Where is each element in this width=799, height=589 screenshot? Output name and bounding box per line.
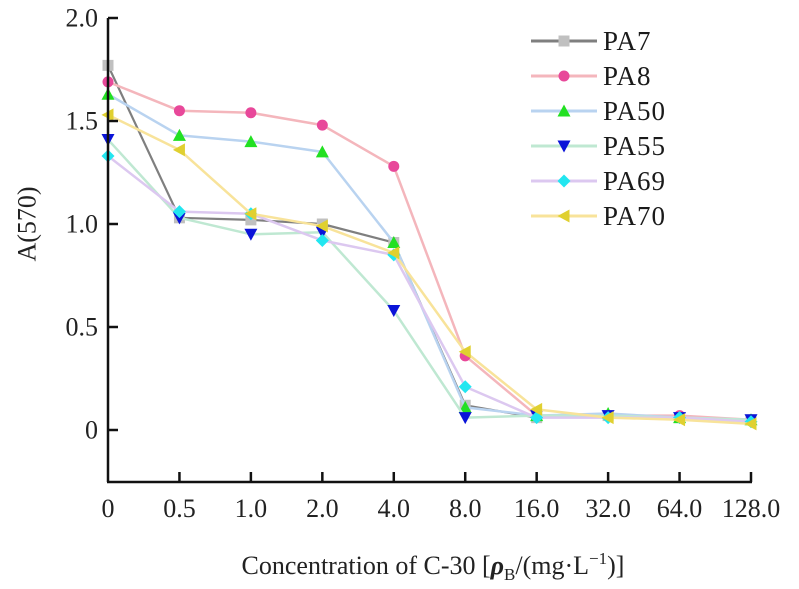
legend-marker	[557, 209, 570, 223]
x-tick-label: 4.0	[378, 494, 411, 523]
series-pa8	[102, 76, 757, 426]
series-pa70	[101, 108, 757, 431]
legend-label: PA55	[603, 131, 666, 161]
legend-marker	[557, 140, 571, 153]
x-tick-label: 2.0	[306, 494, 339, 523]
legend-item-pa7: PA7	[531, 26, 652, 56]
legend-item-pa50: PA50	[531, 96, 666, 126]
x-tick-label: 64.0	[657, 494, 703, 523]
data-point	[458, 380, 472, 394]
data-point	[387, 246, 400, 260]
y-tick-label: 0	[85, 416, 98, 445]
x-tick-label: 128.0	[722, 494, 781, 523]
data-point	[245, 107, 257, 119]
y-tick-label: 1.0	[66, 210, 99, 239]
x-axis-ticks: 0 0.5 1.0 2.0 4.0 8.0 16.0 32.0 64.0 128.0	[102, 472, 781, 523]
series-layer	[101, 59, 758, 431]
x-tick-label: 0	[102, 494, 115, 523]
legend-marker	[557, 174, 571, 188]
data-point	[315, 219, 328, 233]
y-axis-ticks: 2.0 1.5 1.0 0.5 0	[66, 4, 118, 445]
x-axis-title: Concentration of C-30 [ρB/(mg·L−1)]	[242, 549, 625, 584]
axes	[106, 18, 752, 484]
data-point	[315, 233, 329, 247]
data-point	[673, 413, 686, 427]
x-tick-label: 0.5	[163, 494, 196, 523]
data-point	[458, 345, 471, 359]
y-axis-title: A(570)	[13, 186, 42, 261]
legend-label: PA50	[603, 96, 666, 126]
data-point	[388, 160, 400, 172]
x-axis-title-rho: ρ	[490, 551, 504, 580]
data-point	[244, 207, 257, 221]
data-point	[458, 412, 472, 425]
data-point	[173, 105, 185, 117]
data-point	[172, 205, 186, 219]
y-tick-label: 0.5	[66, 313, 99, 342]
legend-item-pa69: PA69	[531, 166, 666, 196]
data-point	[172, 212, 186, 225]
legend-label: PA7	[603, 26, 652, 56]
legend-item-pa8: PA8	[531, 61, 652, 91]
x-tick-label: 1.0	[235, 494, 268, 523]
legend-item-pa55: PA55	[531, 131, 666, 161]
data-point	[387, 305, 401, 318]
legend-marker	[558, 35, 570, 47]
legend-label: PA69	[603, 166, 666, 196]
data-point	[744, 417, 757, 431]
x-axis-title-superscript: −1	[589, 549, 607, 568]
y-tick-label: 1.5	[66, 107, 99, 136]
x-tick-label: 16.0	[514, 494, 560, 523]
data-point	[172, 128, 186, 141]
legend-label: PA8	[603, 61, 652, 91]
legend-label: PA70	[603, 201, 666, 231]
x-axis-title-mid: /(mg·L	[515, 551, 589, 580]
data-point	[601, 411, 614, 425]
data-point	[316, 119, 328, 131]
y-tick-label: 2.0	[66, 4, 99, 33]
x-axis-title-prefix: Concentration of C-30 [	[242, 551, 491, 580]
x-axis-title-subscript: B	[504, 565, 515, 584]
data-point	[387, 236, 401, 249]
data-point	[530, 402, 543, 416]
data-point	[244, 228, 258, 241]
legend-item-pa70: PA70	[531, 201, 666, 231]
data-point	[315, 145, 329, 158]
series-line	[107, 113, 752, 426]
x-axis-title-suffix: )]	[607, 551, 624, 580]
x-tick-label: 32.0	[585, 494, 631, 523]
legend-marker	[558, 70, 570, 82]
data-point	[458, 400, 472, 413]
legend-marker	[557, 104, 571, 117]
legend: PA7 PA8 PA50 PA55 PA69 PA70	[531, 26, 666, 231]
data-point	[172, 143, 185, 157]
x-tick-label: 8.0	[449, 494, 482, 523]
data-point	[244, 135, 258, 148]
